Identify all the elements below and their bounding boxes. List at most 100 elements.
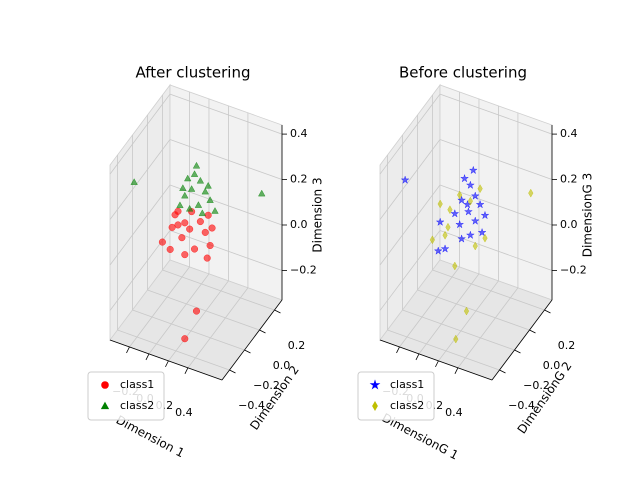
z-tick-label: 0.0 xyxy=(290,218,308,231)
axis-line xyxy=(379,339,493,381)
data-point xyxy=(452,261,458,271)
data-point xyxy=(192,307,201,315)
grid-line xyxy=(438,280,499,362)
grid-line xyxy=(439,230,553,271)
data-point xyxy=(196,218,204,226)
z-tick-label: 0.4 xyxy=(290,127,308,140)
data-point xyxy=(457,190,463,200)
data-point xyxy=(400,175,410,184)
tick-mark xyxy=(274,309,281,314)
grid-line xyxy=(187,287,249,369)
z-tick-label: 0.0 xyxy=(560,218,578,231)
data-point xyxy=(477,184,483,194)
tick-mark xyxy=(514,349,521,354)
z-tick-label: 0.2 xyxy=(290,173,308,186)
data-point xyxy=(457,234,467,243)
data-point xyxy=(470,216,480,225)
data-point xyxy=(429,235,435,245)
data-point xyxy=(472,241,478,251)
grid-line xyxy=(379,139,441,220)
z-tick-label: −0.2 xyxy=(560,263,587,276)
data-point xyxy=(186,225,194,233)
grid-line xyxy=(162,269,275,311)
grid-line xyxy=(402,309,515,351)
grid-line xyxy=(129,266,190,348)
data-point xyxy=(130,178,138,185)
data-point xyxy=(435,217,445,227)
grid-line xyxy=(379,230,441,311)
x-tick-label: 0.4 xyxy=(175,406,193,419)
data-point xyxy=(181,335,189,343)
data-point xyxy=(196,176,205,184)
tick-mark xyxy=(529,329,536,334)
tick-mark xyxy=(259,329,266,334)
data-point xyxy=(459,173,470,183)
data-point xyxy=(447,205,453,215)
data-point xyxy=(178,234,186,242)
data-point xyxy=(181,219,189,227)
grid-line xyxy=(439,139,553,180)
grid-line xyxy=(432,269,545,311)
axis-line xyxy=(109,339,223,381)
data-point xyxy=(183,174,192,182)
legend-marker xyxy=(372,401,378,411)
data-point xyxy=(181,191,189,199)
data-point xyxy=(204,181,212,189)
tick-mark xyxy=(244,349,251,354)
data-point xyxy=(203,254,211,262)
grid-line xyxy=(439,184,553,226)
data-point xyxy=(482,233,488,243)
data-point xyxy=(190,245,199,253)
data-point xyxy=(211,207,219,214)
data-point xyxy=(201,228,209,236)
data-point xyxy=(465,180,475,190)
data-point xyxy=(198,209,207,217)
data-point xyxy=(440,244,450,253)
data-point xyxy=(206,242,214,249)
grid-line xyxy=(117,329,230,371)
grid-line xyxy=(379,93,441,175)
z-tick-label: 0.2 xyxy=(560,173,578,186)
data-point xyxy=(179,184,187,191)
data-point xyxy=(194,201,203,208)
data-point xyxy=(477,227,487,237)
legend-marker xyxy=(101,381,109,389)
x-tick-label: 0.4 xyxy=(445,406,463,419)
grid-line xyxy=(418,273,480,355)
data-point xyxy=(192,161,201,169)
grid-line xyxy=(168,280,229,362)
z-axis-label: DimensionG 3 xyxy=(581,173,595,258)
data-point xyxy=(528,188,534,198)
subplot: −0.20.00.20.4−0.4−0.20.00.2−0.20.00.20.4… xyxy=(87,64,325,460)
data-point xyxy=(455,219,465,229)
grid-line xyxy=(169,93,283,135)
tick-mark xyxy=(499,369,506,374)
y-tick-label: 0.0 xyxy=(543,359,561,372)
grid-line xyxy=(109,93,171,175)
data-point xyxy=(442,230,448,240)
data-point xyxy=(450,208,460,218)
tick-mark xyxy=(229,369,236,374)
legend: class1 class2 xyxy=(357,371,435,421)
grid-line xyxy=(109,139,171,220)
data-point xyxy=(181,251,189,259)
data-point xyxy=(258,189,266,197)
grid-line xyxy=(109,184,171,266)
z-tick-label: 0.4 xyxy=(560,127,578,140)
tick-mark xyxy=(184,367,189,375)
tick-mark xyxy=(145,353,150,361)
data-point xyxy=(467,196,473,206)
legend-label: class1 xyxy=(390,378,424,391)
grid-line xyxy=(457,287,519,369)
y-tick-label: 0.2 xyxy=(288,339,306,352)
data-point xyxy=(480,210,490,220)
grid-line xyxy=(387,329,500,371)
data-point xyxy=(468,165,478,175)
data-point xyxy=(453,334,459,344)
data-point xyxy=(185,204,194,212)
grid-line xyxy=(148,273,210,355)
tick-mark xyxy=(435,360,439,368)
data-point xyxy=(437,199,443,209)
tick-mark xyxy=(396,346,400,354)
legend-marker xyxy=(369,379,381,390)
